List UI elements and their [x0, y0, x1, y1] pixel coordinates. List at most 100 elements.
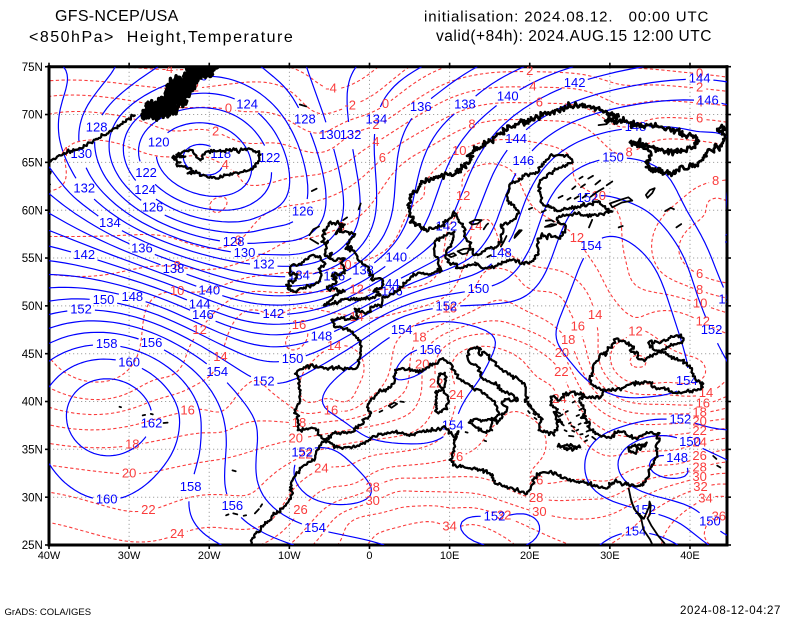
- svg-text:12: 12: [628, 323, 642, 338]
- svg-text:128: 128: [86, 119, 108, 134]
- svg-text:4: 4: [696, 94, 703, 109]
- svg-text:22: 22: [298, 446, 312, 461]
- svg-text:152: 152: [484, 508, 506, 523]
- svg-text:156: 156: [420, 342, 442, 357]
- svg-text:146: 146: [192, 307, 214, 322]
- svg-text:8: 8: [468, 117, 475, 132]
- svg-text:158: 158: [96, 336, 118, 351]
- svg-text:126: 126: [292, 203, 314, 218]
- svg-text:40W: 40W: [38, 550, 61, 562]
- svg-text:20: 20: [122, 465, 136, 480]
- svg-text:146: 146: [697, 92, 719, 107]
- svg-text:154: 154: [304, 520, 326, 535]
- svg-text:22: 22: [692, 423, 706, 438]
- svg-text:130: 130: [319, 127, 341, 142]
- svg-text:4: 4: [222, 157, 229, 172]
- svg-text:70N: 70N: [22, 110, 43, 122]
- svg-text:140: 140: [497, 89, 519, 104]
- svg-text:150: 150: [282, 351, 304, 366]
- svg-text:0: 0: [225, 101, 232, 116]
- svg-text:20E: 20E: [520, 550, 540, 562]
- svg-text:2: 2: [372, 117, 379, 132]
- svg-text:18: 18: [561, 332, 575, 347]
- svg-text:122: 122: [135, 165, 157, 180]
- svg-text:4: 4: [372, 134, 379, 149]
- svg-text:-4: -4: [162, 61, 174, 76]
- svg-text:35N: 35N: [22, 445, 43, 457]
- svg-text:122: 122: [259, 150, 281, 165]
- svg-text:10W: 10W: [278, 550, 301, 562]
- svg-text:156: 156: [221, 498, 243, 513]
- svg-text:28: 28: [365, 479, 379, 494]
- svg-text:25N: 25N: [22, 540, 43, 552]
- svg-text:152: 152: [436, 298, 458, 313]
- svg-text:20: 20: [692, 413, 706, 428]
- svg-text:138: 138: [454, 96, 476, 111]
- svg-text:0: 0: [366, 550, 372, 562]
- svg-text:128: 128: [223, 234, 245, 249]
- svg-text:0: 0: [382, 96, 389, 111]
- svg-text:10: 10: [693, 295, 707, 310]
- svg-text:152: 152: [70, 301, 92, 316]
- svg-text:10: 10: [170, 283, 184, 298]
- svg-text:28: 28: [692, 459, 706, 474]
- svg-text:16: 16: [696, 396, 710, 411]
- svg-text:10: 10: [452, 143, 466, 158]
- svg-text:4: 4: [61, 144, 68, 159]
- svg-text:148: 148: [311, 328, 333, 343]
- svg-text:150: 150: [93, 292, 115, 307]
- svg-text:26: 26: [293, 502, 307, 517]
- svg-text:16: 16: [324, 402, 338, 417]
- svg-text:134: 134: [365, 112, 387, 127]
- svg-text:136: 136: [131, 241, 153, 256]
- svg-text:130: 130: [234, 245, 256, 260]
- svg-text:18: 18: [125, 437, 139, 452]
- svg-text:12: 12: [456, 188, 470, 203]
- svg-text:154: 154: [391, 322, 413, 337]
- svg-text:132: 132: [253, 257, 275, 272]
- svg-text:60N: 60N: [22, 205, 43, 217]
- svg-text:162: 162: [141, 416, 163, 431]
- svg-text:0: 0: [696, 65, 703, 80]
- svg-text:30E: 30E: [600, 550, 620, 562]
- svg-text:138: 138: [163, 261, 185, 276]
- svg-text:128: 128: [294, 112, 316, 127]
- svg-text:150: 150: [468, 281, 490, 296]
- svg-text:55N: 55N: [22, 253, 43, 265]
- svg-text:120: 120: [148, 135, 170, 150]
- svg-text:8: 8: [712, 173, 719, 188]
- svg-text:148: 148: [724, 230, 746, 245]
- svg-text:10: 10: [592, 188, 606, 203]
- svg-text:18: 18: [692, 405, 706, 420]
- svg-text:150: 150: [718, 291, 740, 306]
- svg-text:30: 30: [692, 469, 706, 484]
- svg-text:24: 24: [170, 526, 184, 541]
- svg-text:160: 160: [118, 354, 140, 369]
- svg-text:6: 6: [696, 266, 703, 281]
- svg-text:154: 154: [442, 418, 464, 433]
- svg-text:144: 144: [689, 71, 711, 86]
- svg-text:158: 158: [180, 479, 202, 494]
- svg-text:<850hPa> Height,Temperature: <850hPa> Height,Temperature: [29, 29, 294, 46]
- svg-text:-2: -2: [344, 97, 356, 112]
- svg-text:30: 30: [365, 493, 379, 508]
- svg-text:156: 156: [141, 335, 163, 350]
- svg-text:10E: 10E: [440, 550, 460, 562]
- svg-text:136: 136: [410, 99, 432, 114]
- svg-text:6: 6: [379, 150, 386, 165]
- svg-text:6: 6: [234, 232, 241, 247]
- svg-text:22: 22: [554, 364, 568, 379]
- svg-text:144: 144: [189, 297, 211, 312]
- svg-text:6: 6: [696, 110, 703, 125]
- svg-text:140: 140: [385, 249, 407, 264]
- svg-text:142: 142: [564, 75, 586, 90]
- svg-text:36: 36: [712, 508, 726, 523]
- svg-text:20: 20: [555, 345, 569, 360]
- svg-text:148: 148: [666, 450, 688, 465]
- svg-text:30N: 30N: [22, 492, 43, 504]
- svg-text:30W: 30W: [118, 550, 141, 562]
- svg-text:2: 2: [696, 80, 703, 95]
- svg-text:18: 18: [412, 330, 426, 345]
- svg-text:GFS-NCEP/USA: GFS-NCEP/USA: [55, 8, 179, 25]
- svg-text:-4: -4: [325, 80, 337, 95]
